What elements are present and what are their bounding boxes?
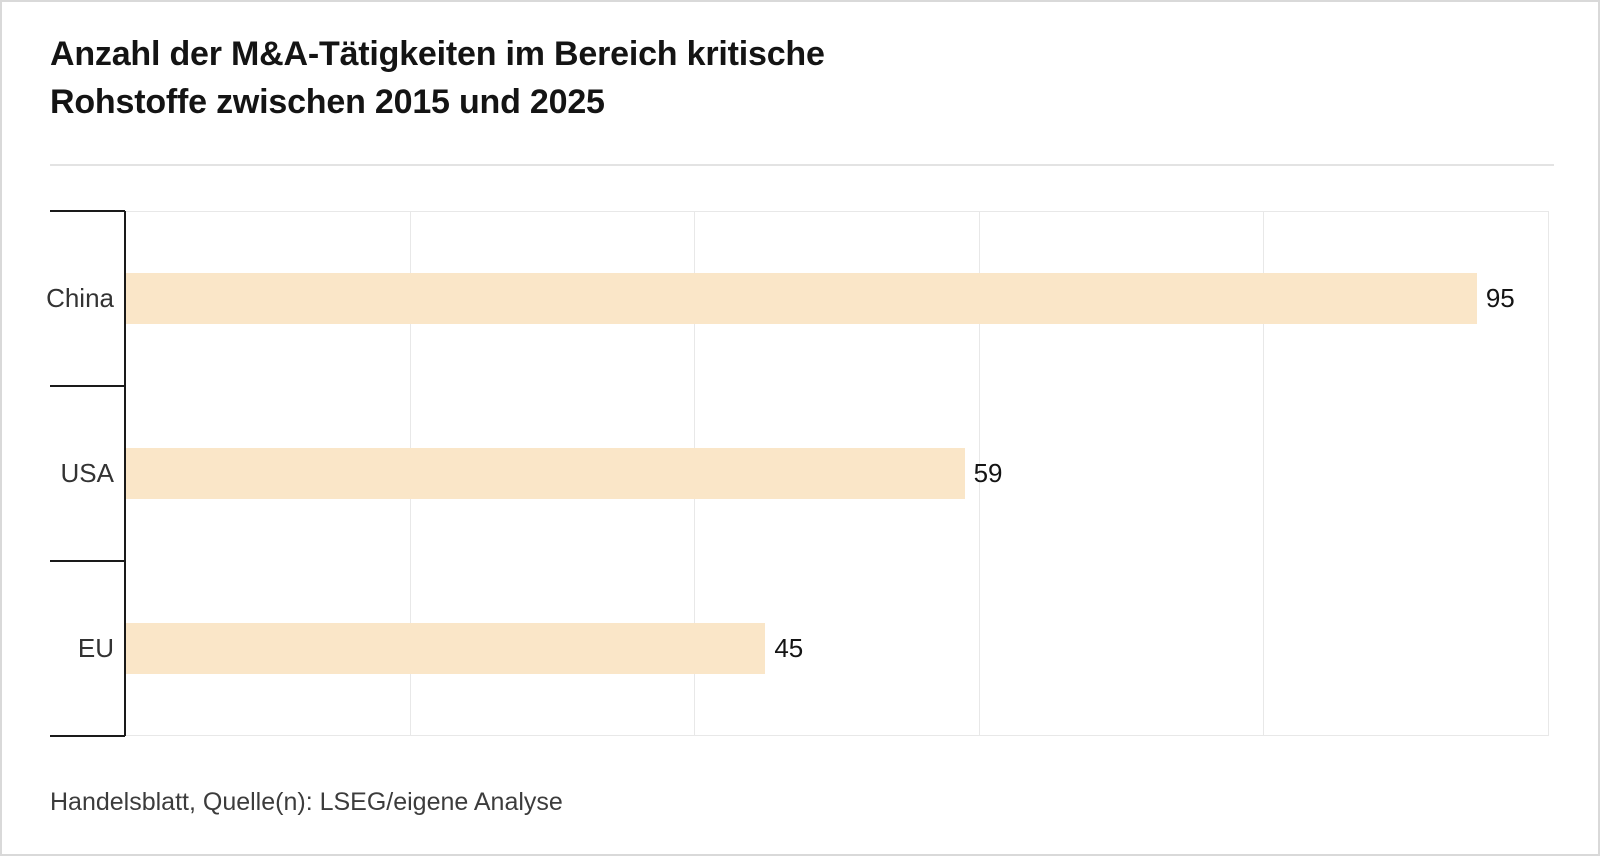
bar-chart-plot-area: China 95 USA 59 EU 45 (46, 210, 1549, 737)
category-label-usa: USA (60, 458, 114, 488)
source-attribution: Handelsblatt, Quelle(n): LSEG/eigene Ana… (50, 788, 563, 816)
bar-china[interactable] (125, 273, 1477, 324)
page-title: Anzahl der M&A-Tätigkeiten im Bereich kr… (50, 30, 825, 126)
plot-top-border (125, 211, 1548, 212)
y-axis-tick-1 (50, 384, 125, 387)
page-title-line-2: Rohstoffe zwischen 2015 und 2025 (50, 83, 605, 121)
bar-eu[interactable] (125, 623, 766, 674)
y-axis-tick-0 (50, 210, 125, 212)
bar-row-china: China 95 (46, 211, 1548, 386)
bar-row-eu: EU 45 (78, 561, 1548, 736)
category-label-china: China (46, 283, 114, 313)
value-label-china: 95 (1485, 283, 1515, 313)
category-label-eu: EU (77, 633, 114, 663)
y-axis-line (124, 211, 126, 736)
title-divider (50, 164, 1554, 166)
page-title-line-1: Anzahl der M&A-Tätigkeiten im Bereich kr… (50, 35, 825, 73)
bar-usa[interactable] (125, 448, 965, 499)
y-axis-tick-2 (50, 559, 125, 562)
bar-row-usa: USA 59 (61, 386, 1548, 561)
plot-bottom-border (125, 735, 1548, 736)
value-label-eu: 45 (774, 633, 804, 663)
x-gridline-80 (1263, 211, 1265, 736)
x-gridline-60 (978, 211, 980, 736)
x-gridline-100 (1548, 211, 1549, 736)
y-axis-tick-3 (50, 735, 125, 737)
value-label-usa: 59 (973, 458, 1003, 488)
